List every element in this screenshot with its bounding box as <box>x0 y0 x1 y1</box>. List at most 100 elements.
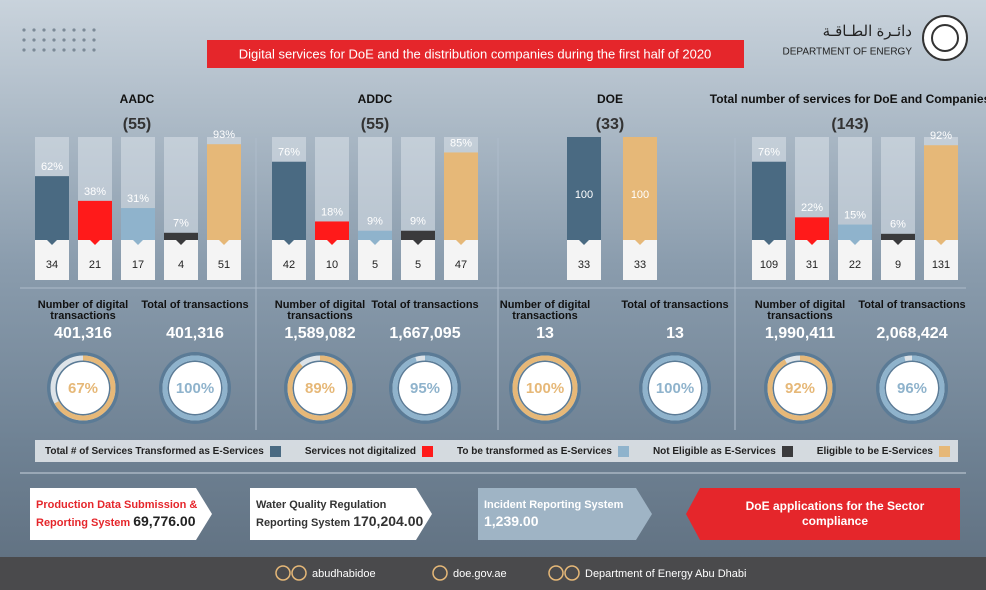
count-box <box>838 240 872 280</box>
ring-label: 100% <box>526 380 564 397</box>
ring-inner <box>519 362 571 414</box>
bar <box>272 161 306 240</box>
bar-label: 7% <box>173 218 189 230</box>
legend-item: To be transformed as E-Services <box>457 445 629 457</box>
notch <box>456 240 466 245</box>
bar-label: 76% <box>758 147 780 159</box>
system-title: Water Quality Regulation Reporting Syste… <box>256 499 387 529</box>
notch <box>219 240 229 245</box>
bar-label: 6% <box>890 219 906 231</box>
bar <box>795 217 829 240</box>
count-box <box>623 240 657 280</box>
notch <box>764 240 774 245</box>
bar-label: 22% <box>801 202 823 214</box>
count-box <box>164 240 198 280</box>
title-box <box>207 40 744 68</box>
notch <box>807 240 817 245</box>
legend-item: Not Eligible as E-Services <box>653 445 793 457</box>
count-box <box>444 240 478 280</box>
legend-text: To be transformed as E-Services <box>457 445 612 457</box>
bar <box>838 224 872 240</box>
emblem-inner <box>931 24 959 52</box>
ring-arc <box>642 355 708 421</box>
ring-arc <box>162 355 228 421</box>
count-box <box>121 240 155 280</box>
bar <box>164 232 198 240</box>
ring-inner <box>774 362 826 414</box>
count-label: 33 <box>634 259 646 271</box>
stat-value: 1,589,082 <box>284 325 356 342</box>
bar-label: 92% <box>930 130 952 142</box>
count-label: 51 <box>218 259 230 271</box>
count-label: 21 <box>89 259 101 271</box>
count-label: 31 <box>806 259 818 271</box>
notch <box>47 240 57 245</box>
legend-swatch <box>617 445 629 457</box>
count-box <box>401 240 435 280</box>
bar-slot <box>358 137 392 240</box>
system-value: 1,239.00 <box>484 513 539 529</box>
stat-value: 2,068,424 <box>876 325 948 342</box>
system-value: 69,776.00 <box>133 513 196 529</box>
group-total: (55) <box>361 116 389 133</box>
ring-arc <box>767 355 833 421</box>
logo-text: DEPARTMENT OF ENERGY <box>783 47 913 58</box>
count-label: 22 <box>849 259 861 271</box>
logo-arabic: دائـرة الطـاقـة <box>823 23 912 40</box>
bar <box>207 144 241 240</box>
bar <box>78 200 112 240</box>
system-title: Incident Reporting System <box>484 499 624 511</box>
stat-label: Number of digital transactions <box>37 299 129 322</box>
title: Digital services for DoE and the distrib… <box>239 46 712 61</box>
count-box <box>752 240 786 280</box>
stat-value: 1,667,095 <box>389 325 461 342</box>
emblem <box>922 15 968 61</box>
legend-swatch <box>781 445 793 457</box>
ring-arc <box>392 355 458 421</box>
stat-value: 401,316 <box>166 325 224 342</box>
bar <box>35 176 69 240</box>
bar-label: 62% <box>41 161 63 173</box>
bar-slot <box>881 137 915 240</box>
count-label: 4 <box>178 259 184 271</box>
icon <box>275 565 291 581</box>
ring-label: 96% <box>897 380 927 397</box>
count-box <box>207 240 241 280</box>
bar-label: 18% <box>321 206 343 218</box>
bar-label: 76% <box>278 147 300 159</box>
bar <box>401 230 435 240</box>
ring-inner <box>649 362 701 414</box>
ring-arc <box>879 355 945 421</box>
ring-label: 100% <box>176 380 214 397</box>
stat-label: Total of transactions <box>621 299 729 311</box>
bar-label: 100 <box>575 189 593 201</box>
stat-label: Total of transactions <box>371 299 479 311</box>
ring-inner <box>399 362 451 414</box>
ring-arc <box>512 355 578 421</box>
notch <box>413 240 423 245</box>
notch <box>327 240 337 245</box>
bar <box>444 152 478 240</box>
bar <box>315 221 349 240</box>
group-name: AADC <box>120 92 155 106</box>
bar-label: 100 <box>631 189 649 201</box>
icon <box>291 565 307 581</box>
bar <box>121 208 155 240</box>
notch <box>90 240 100 245</box>
footer-bar <box>0 557 986 590</box>
count-box <box>567 240 601 280</box>
bar-label: 9% <box>410 216 426 228</box>
ring-arc <box>287 355 353 421</box>
count-label: 47 <box>455 259 467 271</box>
bar-label: 85% <box>450 137 472 149</box>
group-name: Total number of services for DoE and Com… <box>710 92 986 106</box>
system-title: Production Data Submission & Reporting S… <box>36 499 198 529</box>
footer-text: Department of Energy Abu Dhabi <box>585 568 746 580</box>
stat-label: Number of digital transactions <box>274 299 366 322</box>
notch <box>284 240 294 245</box>
legend: Total # of Services Transformed as E-Ser… <box>45 440 950 462</box>
system-value: 170,204.00 <box>353 513 424 529</box>
stat-label: Total of transactions <box>141 299 249 311</box>
